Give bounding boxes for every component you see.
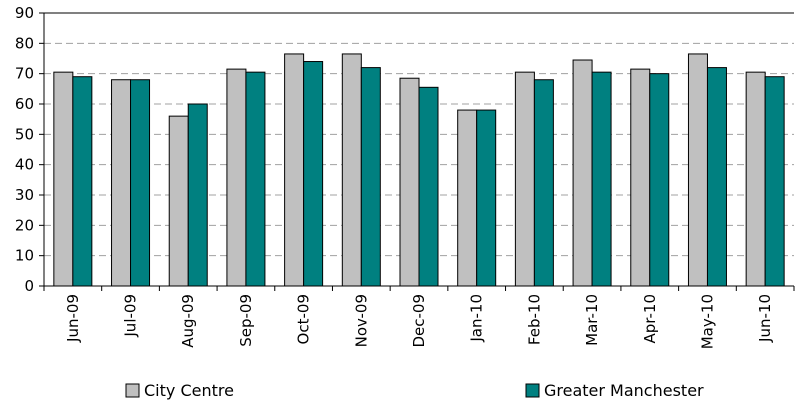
bar-greater-manchester [418,86,439,287]
x-tick-label: Jul-09 [122,294,140,338]
x-tick-label: Oct-09 [295,294,313,344]
x-tick-label: Mar-10 [583,294,601,346]
bar-greater-manchester [130,79,151,287]
y-tick-label: 60 [15,95,34,113]
y-tick-label: 40 [15,156,34,174]
y-tick-label: 10 [15,247,34,265]
bar-city-centre [53,71,74,287]
y-tick-label: 0 [24,277,34,295]
bar-greater-manchester [360,67,381,287]
legend-label-city-centre: City Centre [144,381,234,400]
bar-city-centre [630,68,651,287]
legend-swatch-city-centre [125,383,140,398]
bar-city-centre [745,71,766,287]
bar-city-centre [687,53,708,287]
legend: City Centre Greater Manchester [125,381,704,400]
bar-city-centre [457,109,478,287]
x-tick-label: Nov-09 [352,294,370,347]
x-tick-label: Dec-09 [410,294,428,348]
x-tick-label: May-10 [698,294,716,349]
y-tick-label: 80 [15,34,34,52]
y-tick-label: 30 [15,186,34,204]
bars [53,53,785,287]
y-axis-ticks: 0 10 20 30 40 50 60 70 80 90 [15,4,44,295]
bar-greater-manchester [245,71,266,287]
bar-city-centre [111,79,132,287]
bar-greater-manchester [706,67,727,287]
x-tick-label: Jan-10 [468,294,486,343]
bar-greater-manchester [591,71,612,287]
axes [43,12,794,287]
x-tick-label: Apr-10 [641,294,659,344]
x-tick-label: Aug-09 [179,294,197,348]
y-tick-label: 70 [15,65,34,83]
bar-city-centre [341,53,362,287]
bar-city-centre [399,77,420,287]
bar-city-centre [168,115,189,287]
x-axis-ticks: Jun-09 Jul-09 Aug-09 Sep-09 Oct-09 Nov-09 Dec-… [43,286,795,349]
x-tick-label: Jun-10 [756,294,774,343]
legend-swatch-greater-manchester [525,383,540,398]
x-tick-label: Feb-10 [525,294,543,345]
y-tick-label: 20 [15,216,34,234]
y-tick-label: 50 [15,125,34,143]
x-tick-label: Jun-09 [64,294,82,343]
bar-greater-manchester [476,109,497,287]
bar-city-centre [284,53,305,287]
bar-city-centre [572,59,593,287]
bar-greater-manchester [72,76,93,287]
bar-greater-manchester [303,61,324,287]
bar-city-centre [514,71,535,287]
legend-label-greater-manchester: Greater Manchester [544,381,704,400]
bar-greater-manchester [187,103,208,287]
bar-city-centre [226,68,247,287]
x-tick-label: Sep-09 [237,294,255,347]
y-tick-label: 90 [15,4,34,22]
bar-greater-manchester [649,73,670,287]
bar-greater-manchester [764,76,785,287]
bar-greater-manchester [533,79,554,287]
